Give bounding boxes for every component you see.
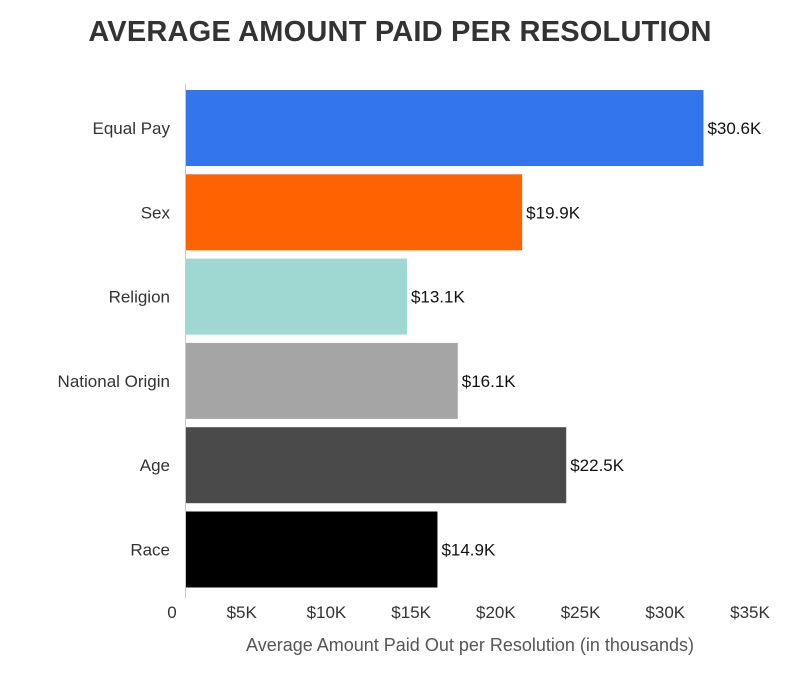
x-tick-label: $5K: [227, 603, 258, 622]
category-labels: Equal Pay Sex Religion National Origin Age Ra…: [58, 119, 171, 560]
chart-title: AVERAGE AMOUNT PAID PER RESOLUTION: [88, 16, 712, 48]
bar: [186, 258, 407, 335]
x-tick-label: $30K: [645, 603, 685, 622]
value-labels: $30.6K $19.9K $13.1K $16.1K $22.5K $14.9K: [411, 119, 762, 560]
x-tick-label: $15K: [391, 603, 431, 622]
x-tick-label: $20K: [476, 603, 516, 622]
bar: [186, 342, 458, 419]
category-label: Race: [130, 541, 170, 560]
category-label: Religion: [109, 288, 170, 307]
category-label: National Origin: [58, 372, 170, 391]
bar: [186, 427, 567, 504]
value-label: $22.5K: [570, 456, 625, 475]
value-label: $13.1K: [411, 288, 466, 307]
category-label: Equal Pay: [93, 119, 171, 138]
x-tick-label: $25K: [561, 603, 601, 622]
bar: [186, 511, 438, 588]
bar: [186, 174, 523, 251]
x-tick-label: $10K: [307, 603, 347, 622]
x-tick-label: 0: [167, 603, 176, 622]
bars-group: [186, 90, 704, 588]
x-tick-labels: 0 $5K $10K $15K $20K $25K $30K $35K: [167, 603, 770, 622]
bar: [186, 90, 704, 166]
value-label: $30.6K: [707, 119, 762, 138]
x-axis-title: Average Amount Paid Out per Resolution (…: [246, 635, 694, 655]
category-label: Sex: [141, 203, 171, 222]
value-label: $16.1K: [462, 372, 517, 391]
category-label: Age: [140, 456, 170, 475]
value-label: $14.9K: [441, 541, 496, 560]
x-tick-label: $35K: [730, 603, 770, 622]
value-label: $19.9K: [526, 203, 581, 222]
